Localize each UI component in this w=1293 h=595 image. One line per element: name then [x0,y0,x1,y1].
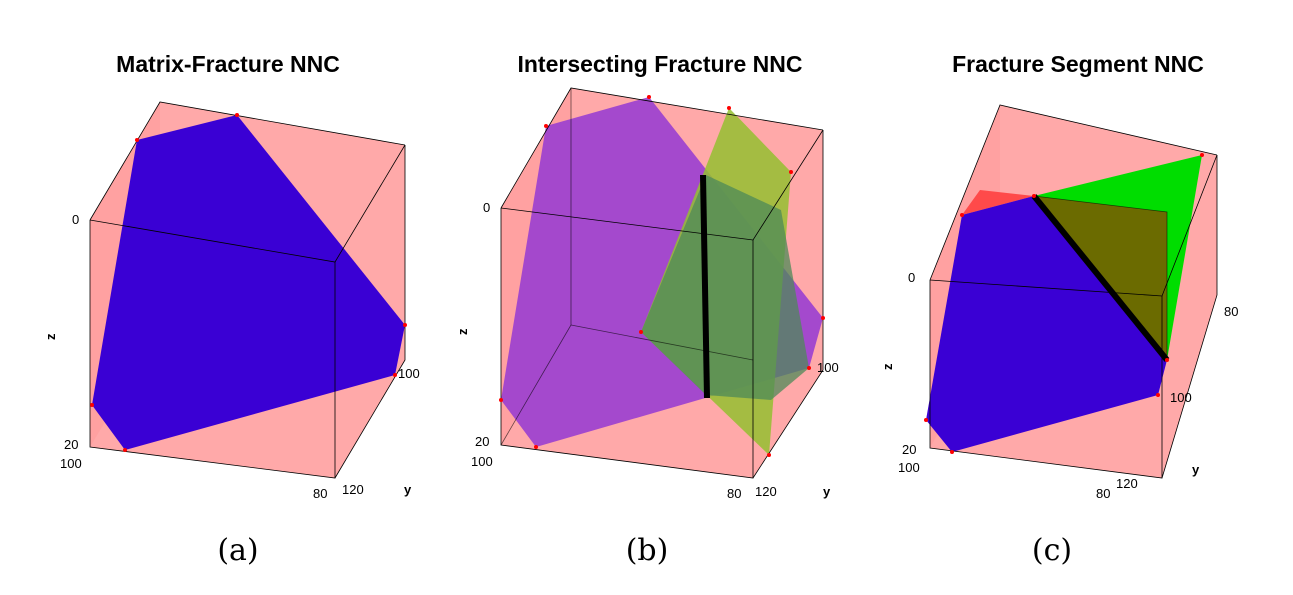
y-tick-near: 100 [817,360,839,375]
fracture-segment-blue [926,196,1167,452]
x-tick-left: 100 [471,454,493,469]
panel-intersecting-fracture: Intersecting Fracture NNC 0 20 100 [431,0,862,595]
fracture-vertices [924,153,1204,454]
z-tick-bottom: 20 [475,434,489,449]
z-tick-bottom: 20 [902,442,916,457]
panel-matrix-fracture: Matrix-Fracture NNC 0 20 100 80 100 120 … [0,0,431,595]
z-axis-label: z [880,363,895,370]
cube-edge [929,104,1218,281]
x-tick-right: 80 [1096,486,1110,501]
fracture-vertices [90,113,407,452]
panel-title: Fracture Segment NNC [952,51,1204,77]
cube-edge-inner [1033,195,1168,360]
fracture-red-patch [962,190,1034,215]
intersection-nnc-line [700,174,710,399]
matrix-fracture-plot: Matrix-Fracture NNC 0 20 100 80 100 120 … [43,51,420,568]
panel-fracture-segment: Fracture Segment NNC 0 20 100 80 [862,0,1293,595]
panel-title: Matrix-Fracture NNC [116,51,340,77]
x-tick-left: 100 [60,456,82,471]
cube-edge [334,145,406,479]
panel-title: Intersecting Fracture NNC [517,51,802,77]
y-tick-far: 120 [755,484,777,499]
cube-edge [89,101,406,221]
fracture-vertices [499,95,825,457]
z-axis-label: z [43,333,58,340]
x-tick-left: 100 [898,460,920,475]
segment-nnc-line [1031,194,1170,362]
cube-edge [89,220,336,479]
y-tick-near: 100 [398,366,420,381]
cube-edge [500,208,754,479]
y-tick-far: 120 [1116,476,1138,491]
x-tick-right: 80 [727,486,741,501]
y-axis-label: y [1192,462,1200,477]
z-tick-top: 0 [908,270,915,285]
x-tick-right: 80 [313,486,327,501]
cube-edge-hidden [500,88,572,446]
fracture-segment-plot: Fracture Segment NNC 0 20 100 80 [880,51,1238,568]
cube-edge-hidden [570,324,754,361]
cube-edge [752,130,824,479]
panel-caption: (c) [1032,533,1072,568]
z-axis-label: z [455,328,470,335]
y-tick-extra: 80 [1224,304,1238,319]
z-tick-bottom: 20 [64,437,78,452]
z-tick-top: 0 [72,212,79,227]
panel-caption: (b) [626,533,669,568]
intersecting-fracture-plot: Intersecting Fracture NNC 0 20 100 [455,51,839,568]
y-tick-near: 100 [1170,390,1192,405]
panel-caption: (a) [217,533,258,568]
y-axis-label: y [404,482,412,497]
cube-side-face [1162,155,1217,478]
cube-edge [929,280,1163,479]
matrix-fracture-polygon [92,115,405,450]
z-tick-top: 0 [483,200,490,215]
y-tick-far: 120 [342,482,364,497]
cube-edge [1161,155,1218,479]
y-axis-label: y [823,484,831,499]
